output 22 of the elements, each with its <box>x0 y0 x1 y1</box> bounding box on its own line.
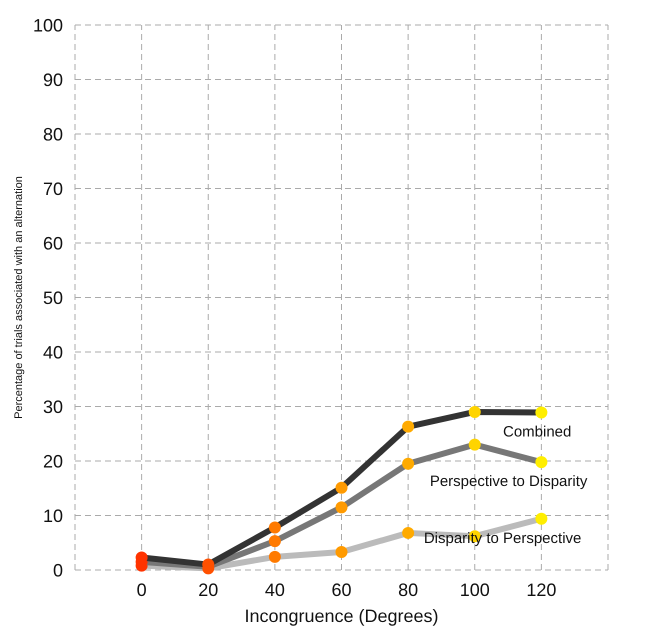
x-tick-label: 100 <box>460 580 490 600</box>
x-tick-label: 40 <box>264 580 285 600</box>
y-tick-label: 20 <box>42 451 63 472</box>
y-tick-label: 50 <box>42 288 63 308</box>
y-tick-label: 90 <box>42 70 63 90</box>
y-tick-label: 100 <box>32 15 63 36</box>
series-label: Perspective to Disparity <box>430 473 588 490</box>
y-tick-label: 80 <box>42 124 63 144</box>
y-axis-title: Percentage of trials associated with an alternation <box>13 176 25 419</box>
x-tick-label: 20 <box>198 580 218 600</box>
x-axis-title: Incongruence (Degrees) <box>244 606 439 626</box>
y-tick-label: 10 <box>42 506 63 526</box>
x-tick-label: 120 <box>526 580 556 600</box>
y-tick-label: 60 <box>42 233 63 254</box>
x-tick-label: 80 <box>398 580 418 600</box>
y-tick-label: 30 <box>42 396 63 417</box>
y-tick-label: 0 <box>52 560 63 580</box>
y-tick-label: 40 <box>42 342 63 362</box>
y-tick-label: 70 <box>42 178 63 199</box>
x-tick-label: 60 <box>331 580 352 600</box>
x-tick-label: 0 <box>136 580 147 600</box>
series-label: Combined <box>503 423 572 440</box>
